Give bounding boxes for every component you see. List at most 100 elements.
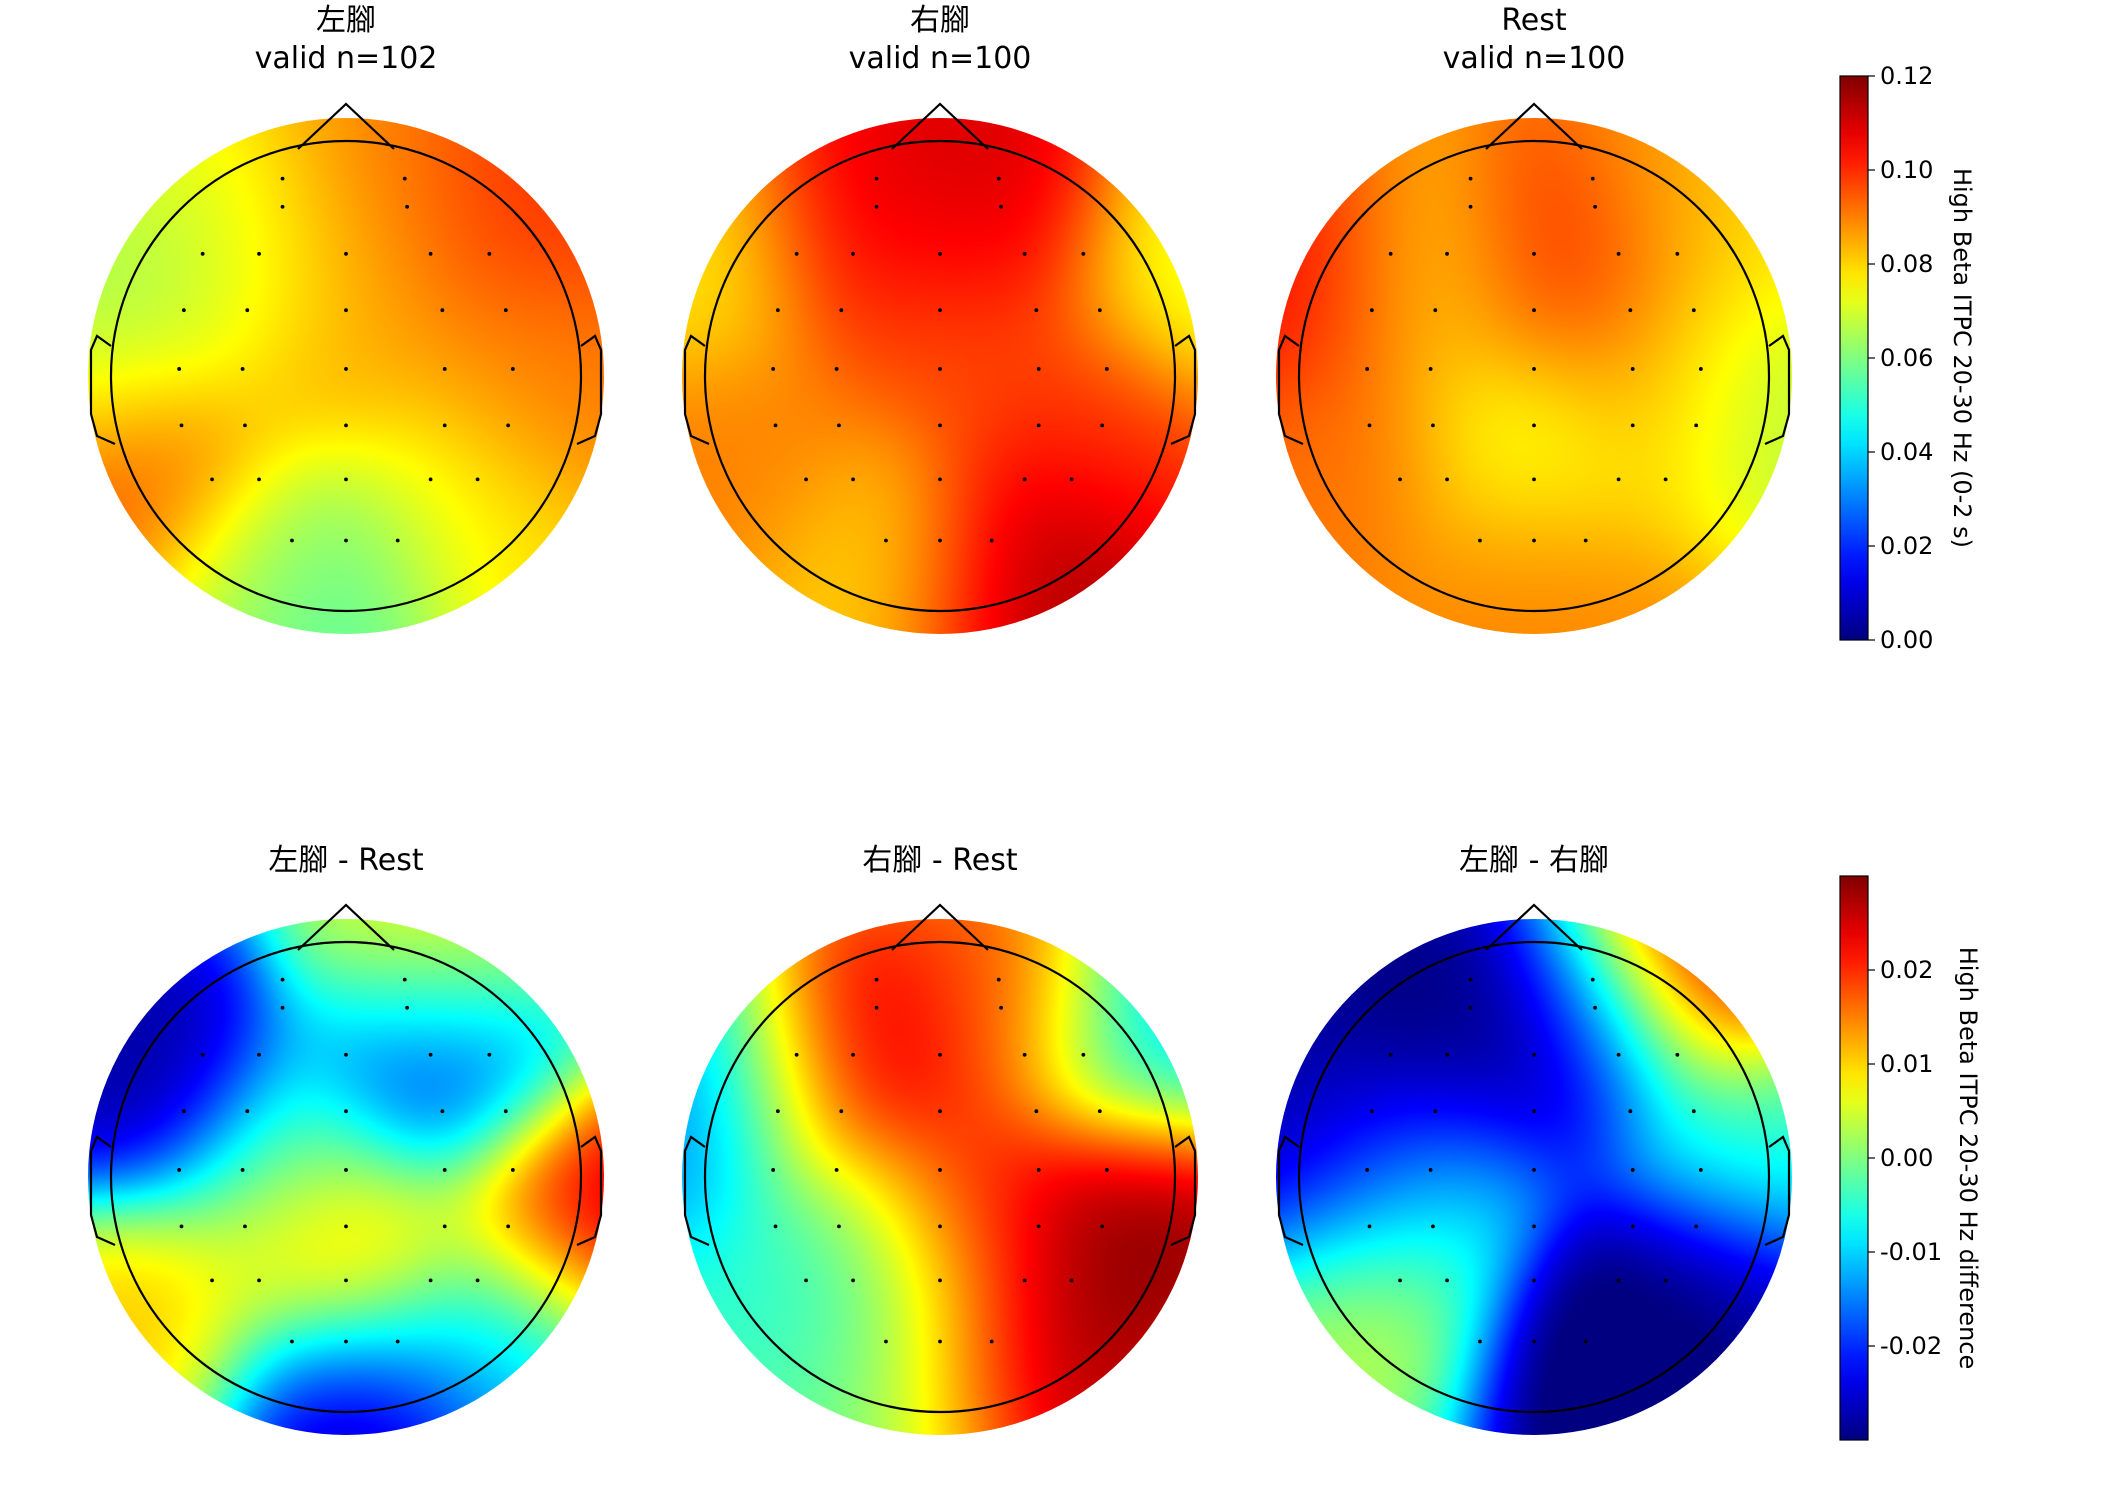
- sensor-dot: [405, 204, 409, 209]
- sensor-dot: [344, 367, 348, 371]
- sensor-dot: [1532, 1168, 1536, 1172]
- topomap-5: 右腳 - Rest: [682, 843, 1198, 1435]
- sensor-dot: [506, 423, 511, 428]
- sensor-dot: [804, 477, 808, 482]
- sensor-dot: [1468, 977, 1473, 982]
- sensor-dot: [938, 423, 942, 428]
- sensor-dot: [1069, 1278, 1074, 1283]
- sensor-dot: [344, 1109, 348, 1114]
- sensor-dot: [503, 1109, 508, 1114]
- sensor-dot: [775, 1109, 780, 1114]
- sensor-dot: [834, 367, 839, 371]
- sensor-dot: [405, 1005, 409, 1010]
- head-outline: [1297, 139, 1771, 613]
- topomap-title: 左腳: [316, 3, 376, 38]
- sensor-dot: [938, 251, 942, 256]
- colorbar-tick-label: 0.06: [1880, 344, 1933, 372]
- sensor-dot: [839, 1109, 844, 1114]
- sensor-dot: [1369, 1109, 1374, 1114]
- sensor-dot: [177, 1168, 182, 1172]
- colorbar-tick-label: -0.02: [1880, 1332, 1942, 1360]
- colorbar-tick-label: 0.02: [1880, 956, 1933, 984]
- sensor-dot: [938, 308, 942, 313]
- sensor-dot: [1036, 1224, 1041, 1229]
- head-outline: [109, 940, 583, 1414]
- sensor-dot: [837, 423, 841, 428]
- colorbar-tick-label: 0.12: [1880, 62, 1933, 90]
- sensor-dot: [1675, 1052, 1680, 1057]
- sensor-dot: [344, 1224, 348, 1229]
- sensor-dot: [1630, 423, 1635, 428]
- sensor-dot: [938, 1052, 942, 1057]
- sensor-dot: [1428, 1168, 1433, 1172]
- sensor-dot: [1593, 204, 1597, 209]
- sensor-dot: [290, 1339, 294, 1344]
- sensor-dot: [794, 251, 799, 256]
- sensor-dot: [851, 251, 855, 256]
- sensor-dot: [1691, 1109, 1696, 1114]
- sensor-dot: [1593, 1005, 1597, 1010]
- sensor-dot: [1468, 204, 1473, 209]
- sensor-dot: [1100, 423, 1105, 428]
- sensor-dot: [503, 308, 508, 313]
- sensor-dot: [1468, 176, 1473, 181]
- sensor-dot: [1694, 1224, 1699, 1229]
- sensor-dot: [996, 176, 1001, 181]
- sensor-dot: [1590, 977, 1595, 982]
- sensor-dot: [1628, 1109, 1633, 1114]
- sensor-dot: [1022, 477, 1027, 482]
- sensor-dot: [1691, 308, 1696, 313]
- sensor-dot: [257, 251, 261, 256]
- sensor-dot: [179, 1224, 184, 1229]
- sensor-dot: [510, 367, 515, 371]
- head-outline: [109, 139, 583, 613]
- sensor-dot: [1532, 251, 1536, 256]
- sensor-dot: [1036, 367, 1041, 371]
- sensor-dot: [442, 1168, 447, 1172]
- sensor-dot: [240, 367, 245, 371]
- sensor-dot: [344, 423, 348, 428]
- colorbar-tick-label: 0.02: [1880, 532, 1933, 560]
- sensor-dot: [290, 538, 294, 543]
- sensor-dot: [280, 1005, 285, 1010]
- sensor-dot: [851, 1278, 855, 1283]
- sensor-dot: [1034, 308, 1039, 313]
- sensor-dot: [1616, 477, 1621, 482]
- sensor-dot: [775, 308, 780, 313]
- sensor-dot: [442, 423, 447, 428]
- sensor-dot: [794, 1052, 799, 1057]
- topomap-title: 左腳 - Rest: [268, 843, 423, 878]
- sensor-dot: [1532, 477, 1536, 482]
- sensor-dot: [874, 176, 879, 181]
- sensor-dot: [257, 1052, 261, 1057]
- sensor-dot: [771, 1168, 776, 1172]
- sensor-dot: [1365, 1168, 1370, 1172]
- sensor-dot: [1104, 367, 1109, 371]
- sensor-dot: [989, 1339, 994, 1344]
- sensor-dot: [257, 477, 261, 482]
- topomap-title: 右腳 - Rest: [862, 843, 1017, 878]
- sensor-dot: [344, 477, 348, 482]
- sensor-dot: [1698, 367, 1703, 371]
- sensor-dot: [884, 1339, 888, 1344]
- sensor-dot: [442, 367, 447, 371]
- sensor-dot: [837, 1224, 841, 1229]
- sensor-dot: [280, 204, 285, 209]
- colorbar-gradient: [1839, 75, 1869, 641]
- left-ear: [1277, 334, 1304, 446]
- sensor-dot: [1022, 1278, 1027, 1283]
- topomap-heat: [1276, 118, 1792, 634]
- sensor-dot: [773, 1224, 778, 1229]
- sensor-dot: [442, 1224, 447, 1229]
- sensor-dot: [1583, 1339, 1588, 1344]
- sensor-dot: [280, 176, 285, 181]
- sensor-dot: [1694, 423, 1699, 428]
- sensor-dot: [487, 251, 492, 256]
- sensor-dot: [1388, 1052, 1393, 1057]
- sensor-dot: [1369, 308, 1374, 313]
- sensor-dot: [428, 477, 433, 482]
